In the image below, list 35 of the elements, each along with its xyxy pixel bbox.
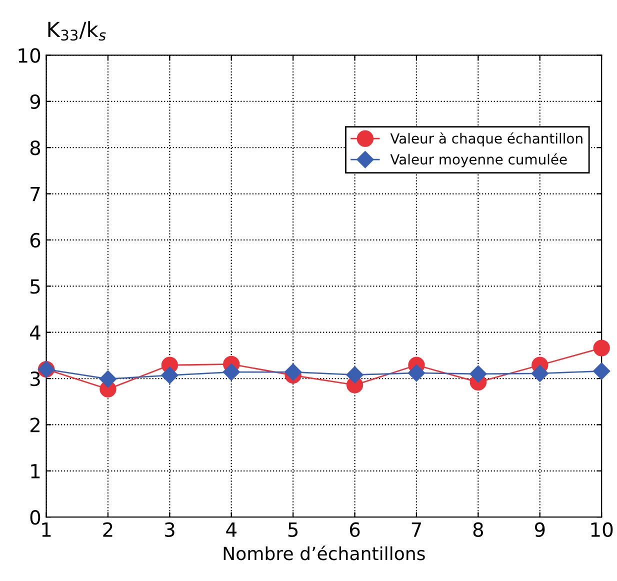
y-tick-label: 2 <box>30 418 40 432</box>
point <box>161 366 178 384</box>
y-tick-label: 4 <box>30 326 40 340</box>
point <box>408 364 426 382</box>
y-tick-label: 3 <box>30 371 40 386</box>
y-axis-title: K$_{33}$/k$_{s}$ <box>48 21 106 41</box>
x-tick-label: 3 <box>164 522 174 537</box>
x-tick-label: 2 <box>103 522 112 537</box>
point <box>99 370 117 388</box>
y-tick-label: 0 <box>30 510 40 525</box>
point <box>593 362 610 380</box>
x-tick-label: 4 <box>226 522 236 537</box>
y-tick-label: 9 <box>30 94 40 110</box>
y-tick-label: 7 <box>30 186 40 202</box>
x-tick-label: 7 <box>412 522 421 537</box>
y-tick-label: 8 <box>30 140 40 156</box>
x-tick-label: 8 <box>473 522 484 537</box>
x-axis-title: Nombre d’échantillons <box>224 546 425 560</box>
x-tick-label: 5 <box>288 522 298 537</box>
point <box>593 340 610 356</box>
x-tick-label: 9 <box>534 522 545 537</box>
point <box>222 364 240 381</box>
legend-label: Valeur à chaque échantillon <box>390 132 582 146</box>
y-tick-label: 6 <box>30 232 40 248</box>
point <box>346 366 364 384</box>
point <box>284 364 302 381</box>
x-tick-label: 6 <box>350 522 360 537</box>
point <box>470 365 487 382</box>
legend-label: Valeur moyenne cumulée <box>390 153 567 168</box>
y-tick-label: 5 <box>30 279 40 294</box>
y-tick-label: 10 <box>18 48 40 63</box>
x-tick-label: 1 <box>42 522 51 537</box>
y-tick-label: 1 <box>31 464 40 478</box>
point <box>531 364 548 382</box>
x-tick-label: 10 <box>591 522 613 537</box>
